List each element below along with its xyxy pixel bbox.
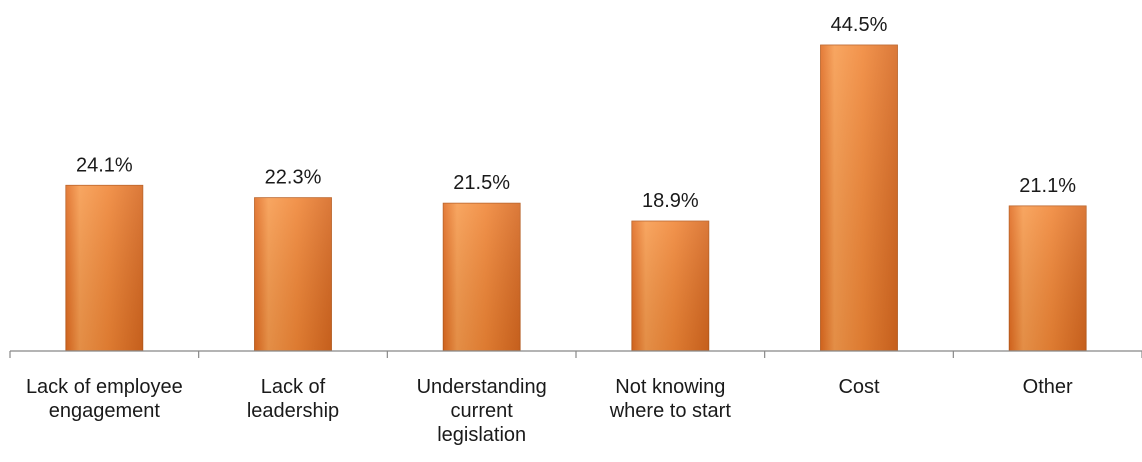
bar-value-label: 24.1% (76, 154, 133, 176)
bar-shade (443, 203, 521, 351)
bar-value-label: 21.1% (1019, 175, 1076, 197)
bar-shade (65, 185, 143, 351)
bar-group (65, 184, 144, 352)
category-label-line: current (451, 400, 514, 422)
category-label-line: engagement (49, 400, 161, 422)
x-axis (9, 350, 1142, 358)
category-label-line: Understanding (417, 376, 547, 398)
bar-group (631, 220, 710, 352)
bar-group (442, 202, 521, 352)
bar-value-label: 18.9% (642, 190, 699, 212)
category-label: Other (1023, 376, 1073, 398)
category-label: Not knowing where to start (609, 376, 732, 422)
labels-layer: 24.1% Lack of employee engagement 22.3% Lack… (26, 14, 1076, 446)
bar-shade (1009, 205, 1087, 351)
bar-shade (631, 221, 709, 351)
bar-value-label: 44.5% (831, 14, 888, 36)
category-label: Lack of employee engagement (26, 376, 183, 422)
bar-value-label: 21.5% (453, 172, 510, 194)
bar-value-label: 22.3% (265, 167, 322, 189)
category-label-line: Other (1023, 376, 1073, 398)
bar-group (254, 197, 332, 352)
category-label-line: Cost (838, 376, 880, 398)
bar-group (820, 44, 898, 352)
category-label-line: where to start (609, 400, 732, 422)
category-label: Cost (838, 376, 880, 398)
category-label-line: leadership (247, 400, 339, 422)
category-label-line: Lack of (261, 376, 326, 398)
bar-group (1008, 205, 1087, 352)
category-label-line: legislation (437, 424, 526, 446)
category-label: Understanding current legislation (417, 376, 547, 446)
category-label-line: Lack of employee (26, 376, 183, 398)
category-label: Lack of leadership (247, 376, 339, 422)
bar-shade (820, 45, 898, 351)
bars-layer (65, 44, 1087, 352)
bar-shade (254, 197, 332, 351)
category-label-line: Not knowing (615, 376, 725, 398)
